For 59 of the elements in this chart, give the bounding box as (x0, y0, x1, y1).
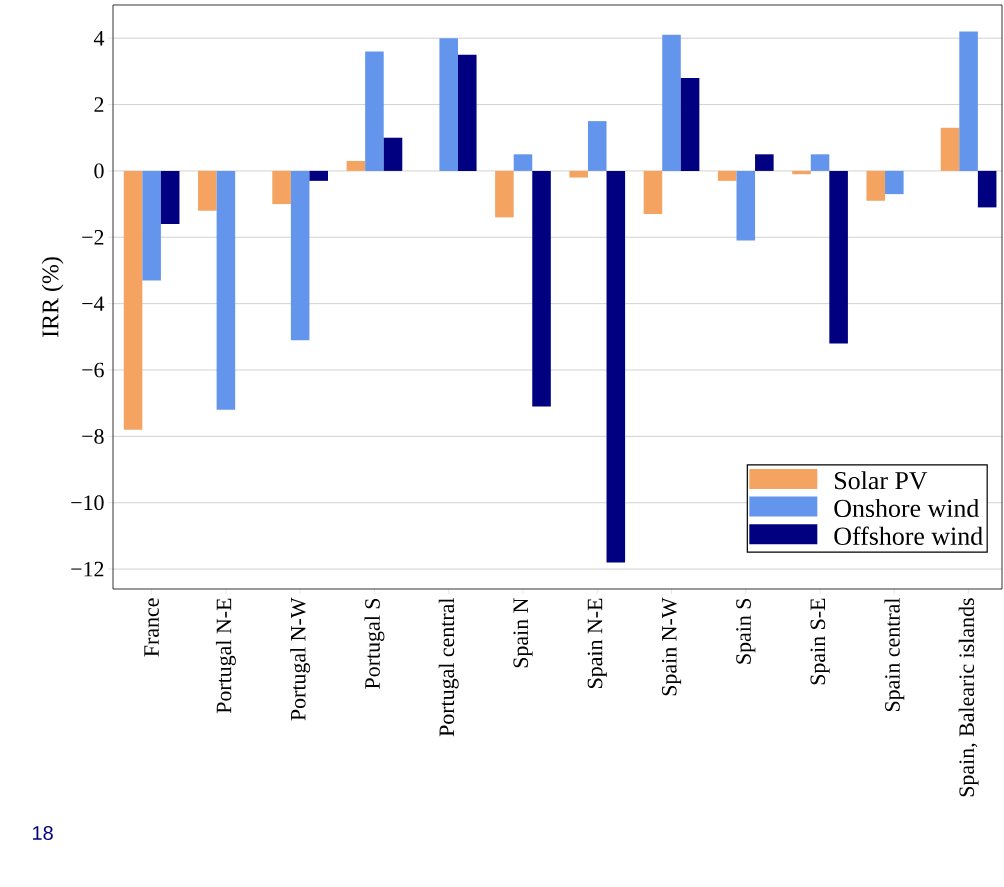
bar (587, 121, 607, 171)
bar (457, 54, 477, 171)
bar (569, 170, 588, 178)
bar (885, 170, 904, 195)
legend-label: Solar PV (835, 471, 928, 490)
y-tick-label: 2 (94, 97, 104, 112)
x-tick-label: Spain S-E (810, 598, 830, 685)
text: 18 (33, 825, 53, 841)
bar (792, 170, 811, 175)
x-tick-label: Portugal N-W (290, 597, 311, 721)
y-tick-label: 4 (93, 30, 105, 46)
bar (198, 170, 217, 211)
x-tick-label: Spain S (736, 598, 756, 664)
bar (810, 154, 830, 171)
bar (717, 170, 737, 181)
x-tick-label: Portugal N-E (215, 598, 236, 714)
bar (290, 170, 310, 341)
bar (383, 137, 403, 171)
x-tick-label: Portugal central (438, 597, 459, 737)
bar (365, 51, 384, 171)
bar (643, 170, 663, 215)
bar (142, 170, 161, 281)
y-tick-label: −12 (71, 561, 104, 577)
bar (755, 154, 774, 171)
x-tick-label: Spain N-W (661, 597, 682, 696)
bar (123, 170, 143, 430)
bar (977, 170, 997, 208)
bar (662, 34, 681, 171)
bar (495, 170, 514, 218)
y-tick-label: −8 (82, 428, 104, 444)
y-tick-label: 0 (94, 163, 104, 179)
bar (829, 170, 848, 344)
x-tick-label: Spain N-E (587, 598, 607, 688)
x-tick-label: Spain central (884, 597, 905, 712)
x-tick-label: Spain, Balearic islands (958, 598, 979, 797)
bar (513, 154, 533, 171)
legend-label: Onshore wind (834, 498, 980, 518)
x-tick-label: France (144, 598, 159, 657)
y-tick-label: −6 (82, 362, 104, 378)
bar (532, 170, 551, 407)
x-tick-label: Portugal S (364, 598, 385, 689)
bar (680, 77, 700, 171)
x-tick-label: Spain N (513, 598, 533, 668)
bar (216, 170, 236, 410)
bar (309, 170, 329, 181)
bar (959, 31, 978, 171)
bar (940, 127, 960, 171)
y-tick-label: −10 (71, 495, 104, 511)
legend-label: Offshore wind (834, 526, 983, 545)
bar (736, 170, 756, 241)
y-tick-label: −4 (82, 296, 105, 311)
bar (272, 170, 291, 205)
bar (346, 160, 366, 171)
bar (439, 38, 458, 171)
y-tick-label: −2 (82, 230, 104, 245)
bar (160, 170, 180, 224)
y-axis-title: IRR (%) (41, 257, 64, 337)
bar (866, 170, 886, 201)
bar (606, 170, 626, 563)
